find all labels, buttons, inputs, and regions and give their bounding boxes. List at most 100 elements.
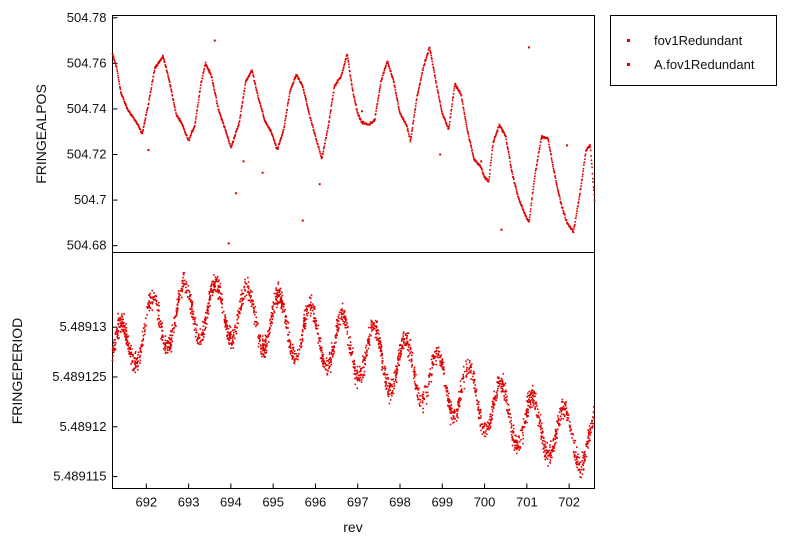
data-point [539, 413, 542, 416]
data-point [123, 330, 126, 332]
data-point [320, 346, 323, 349]
data-point [288, 339, 290, 341]
data-point [111, 359, 114, 362]
data-point [560, 203, 563, 206]
data-point [444, 119, 447, 122]
data-point [423, 398, 425, 401]
data-point [123, 101, 126, 103]
data-point [524, 212, 526, 215]
data-point [387, 390, 389, 393]
data-point [446, 125, 449, 128]
data-point [494, 399, 496, 401]
data-point [267, 330, 269, 333]
data-point [313, 312, 315, 315]
data-point [262, 346, 264, 348]
data-point [585, 445, 588, 447]
data-point [117, 76, 120, 79]
data-point [183, 271, 186, 274]
data-point [592, 406, 595, 408]
data-point [168, 346, 171, 348]
data-point [131, 361, 133, 364]
data-point [151, 296, 154, 298]
data-point [584, 455, 586, 458]
data-point [216, 277, 218, 280]
data-point [387, 393, 389, 396]
data-point [501, 391, 503, 393]
data-point [587, 442, 589, 445]
data-point [111, 348, 114, 350]
data-point [377, 343, 380, 346]
data-point [400, 114, 403, 117]
data-point [410, 366, 413, 368]
data-point [141, 340, 143, 342]
data-point [277, 294, 280, 296]
data-point [391, 378, 394, 381]
data-point [351, 84, 353, 87]
data-point [312, 320, 315, 323]
data-point [175, 307, 178, 310]
data-point [202, 332, 204, 335]
data-point [569, 226, 572, 229]
data-point [253, 80, 256, 83]
data-point [241, 102, 244, 104]
data-point [327, 364, 329, 367]
data-point [226, 319, 228, 322]
data-point [404, 121, 407, 123]
data-point [503, 384, 506, 386]
data-point [412, 119, 415, 122]
data-point [450, 408, 453, 411]
data-point [430, 374, 433, 377]
data-point [547, 451, 549, 454]
data-point [470, 366, 472, 368]
data-point [246, 78, 249, 80]
data-point [332, 349, 335, 352]
data-point [261, 338, 264, 340]
data-point [144, 117, 147, 119]
data-point [309, 315, 312, 317]
data-point [558, 194, 561, 197]
data-point [560, 417, 563, 420]
data-point [245, 80, 247, 83]
data-point [561, 413, 563, 415]
data-point [492, 402, 495, 405]
data-point [590, 159, 593, 162]
data-point [192, 129, 194, 131]
data-point [577, 469, 580, 471]
data-point [292, 356, 294, 358]
data-point [542, 439, 544, 442]
data-point [576, 207, 579, 210]
data-point [448, 405, 451, 408]
data-point [365, 354, 367, 357]
data-point [249, 299, 251, 302]
data-point [544, 458, 547, 461]
data-point [216, 102, 219, 105]
data-point [279, 289, 281, 292]
data-point [581, 178, 583, 181]
data-point [288, 95, 291, 98]
data-point [204, 316, 207, 318]
data-point [367, 341, 369, 344]
data-point [293, 361, 295, 364]
data-point [471, 149, 473, 151]
data-point [170, 89, 173, 92]
data-point [360, 370, 362, 373]
data-point [472, 378, 474, 381]
data-point [122, 330, 125, 333]
data-point [353, 373, 356, 375]
data-point [345, 323, 348, 326]
data-point [322, 365, 324, 368]
data-point [551, 448, 554, 450]
data-point [518, 440, 521, 443]
data-point [164, 339, 167, 342]
data-point [435, 349, 438, 352]
data-point [328, 366, 331, 369]
data-point [481, 171, 484, 173]
data-point [123, 98, 125, 101]
data-point [303, 318, 306, 321]
data-point [381, 367, 384, 369]
data-point [571, 229, 574, 232]
data-point [139, 354, 142, 357]
data-point [158, 61, 161, 64]
data-point [396, 100, 399, 103]
data-point [171, 95, 174, 97]
